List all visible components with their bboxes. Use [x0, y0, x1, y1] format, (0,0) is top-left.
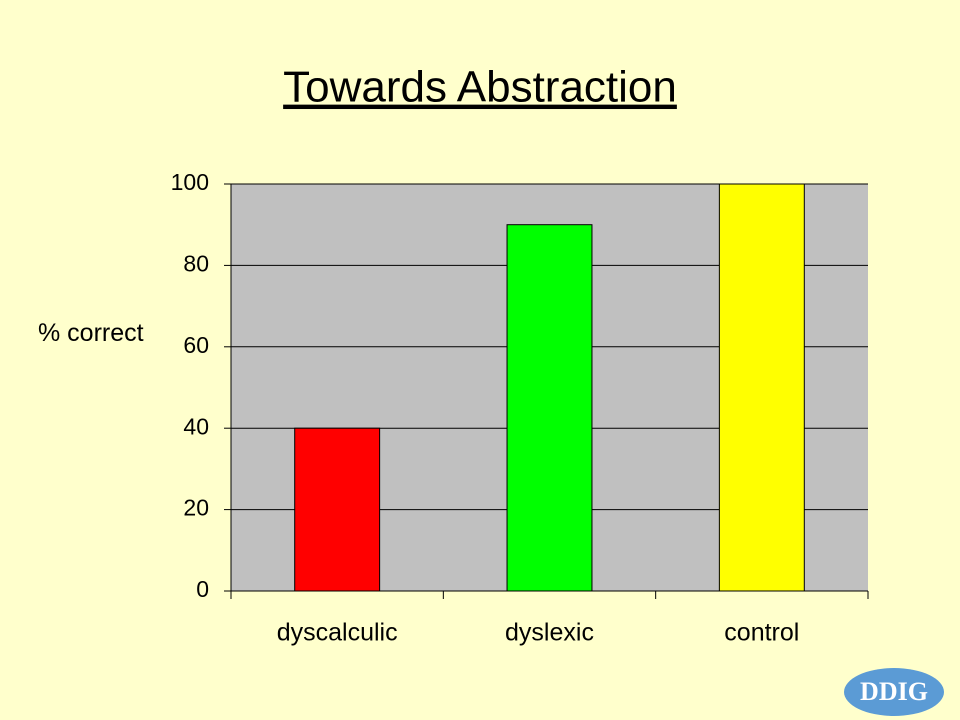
y-tick-label: 60 [183, 332, 209, 358]
bar [718, 183, 805, 592]
y-tick-label: 0 [196, 576, 209, 602]
x-tick-label: dyslexic [505, 619, 594, 647]
y-tick-label: 80 [183, 250, 209, 276]
x-tick-label: control [724, 619, 799, 647]
y-tick-label: 20 [183, 495, 209, 521]
chart-title: Towards Abstraction [283, 63, 677, 112]
y-tick-label: 40 [183, 413, 209, 439]
y-tick-label: 100 [171, 169, 209, 195]
bar [506, 224, 593, 592]
x-tick-label: dyscalculic [277, 619, 398, 647]
logo-text: DDIG [860, 677, 928, 706]
logo-badge [844, 668, 944, 716]
y-axis-label: % correct [38, 319, 144, 347]
bar [294, 427, 381, 592]
